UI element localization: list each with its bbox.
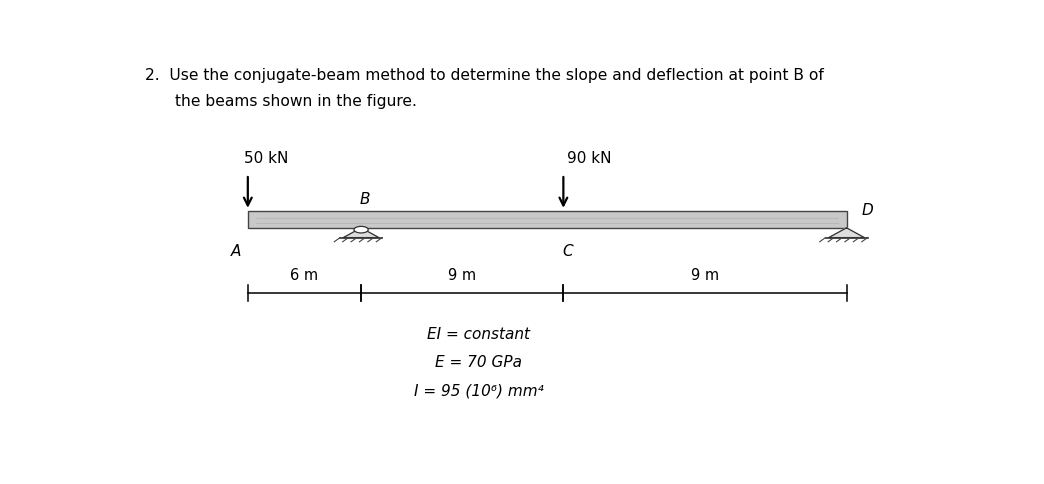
FancyBboxPatch shape bbox=[247, 212, 847, 228]
Text: B: B bbox=[360, 192, 371, 206]
Polygon shape bbox=[343, 228, 379, 238]
Text: E = 70 GPa: E = 70 GPa bbox=[435, 354, 522, 369]
Text: 50 kN: 50 kN bbox=[243, 151, 288, 166]
Text: 2.  Use the conjugate-beam method to determine the slope and deflection at point: 2. Use the conjugate-beam method to dete… bbox=[145, 67, 824, 82]
Text: 6 m: 6 m bbox=[290, 268, 318, 283]
Circle shape bbox=[354, 227, 369, 233]
Text: 9 m: 9 m bbox=[691, 268, 719, 283]
Polygon shape bbox=[829, 228, 864, 238]
Text: D: D bbox=[861, 203, 873, 218]
Text: A: A bbox=[231, 243, 241, 258]
Text: I = 95 (10⁶) mm⁴: I = 95 (10⁶) mm⁴ bbox=[413, 382, 543, 397]
Text: 9 m: 9 m bbox=[448, 268, 476, 283]
Text: 90 kN: 90 kN bbox=[568, 151, 612, 166]
Text: the beams shown in the figure.: the beams shown in the figure. bbox=[175, 93, 417, 108]
Text: C: C bbox=[562, 243, 573, 258]
Text: EI = constant: EI = constant bbox=[427, 326, 530, 341]
